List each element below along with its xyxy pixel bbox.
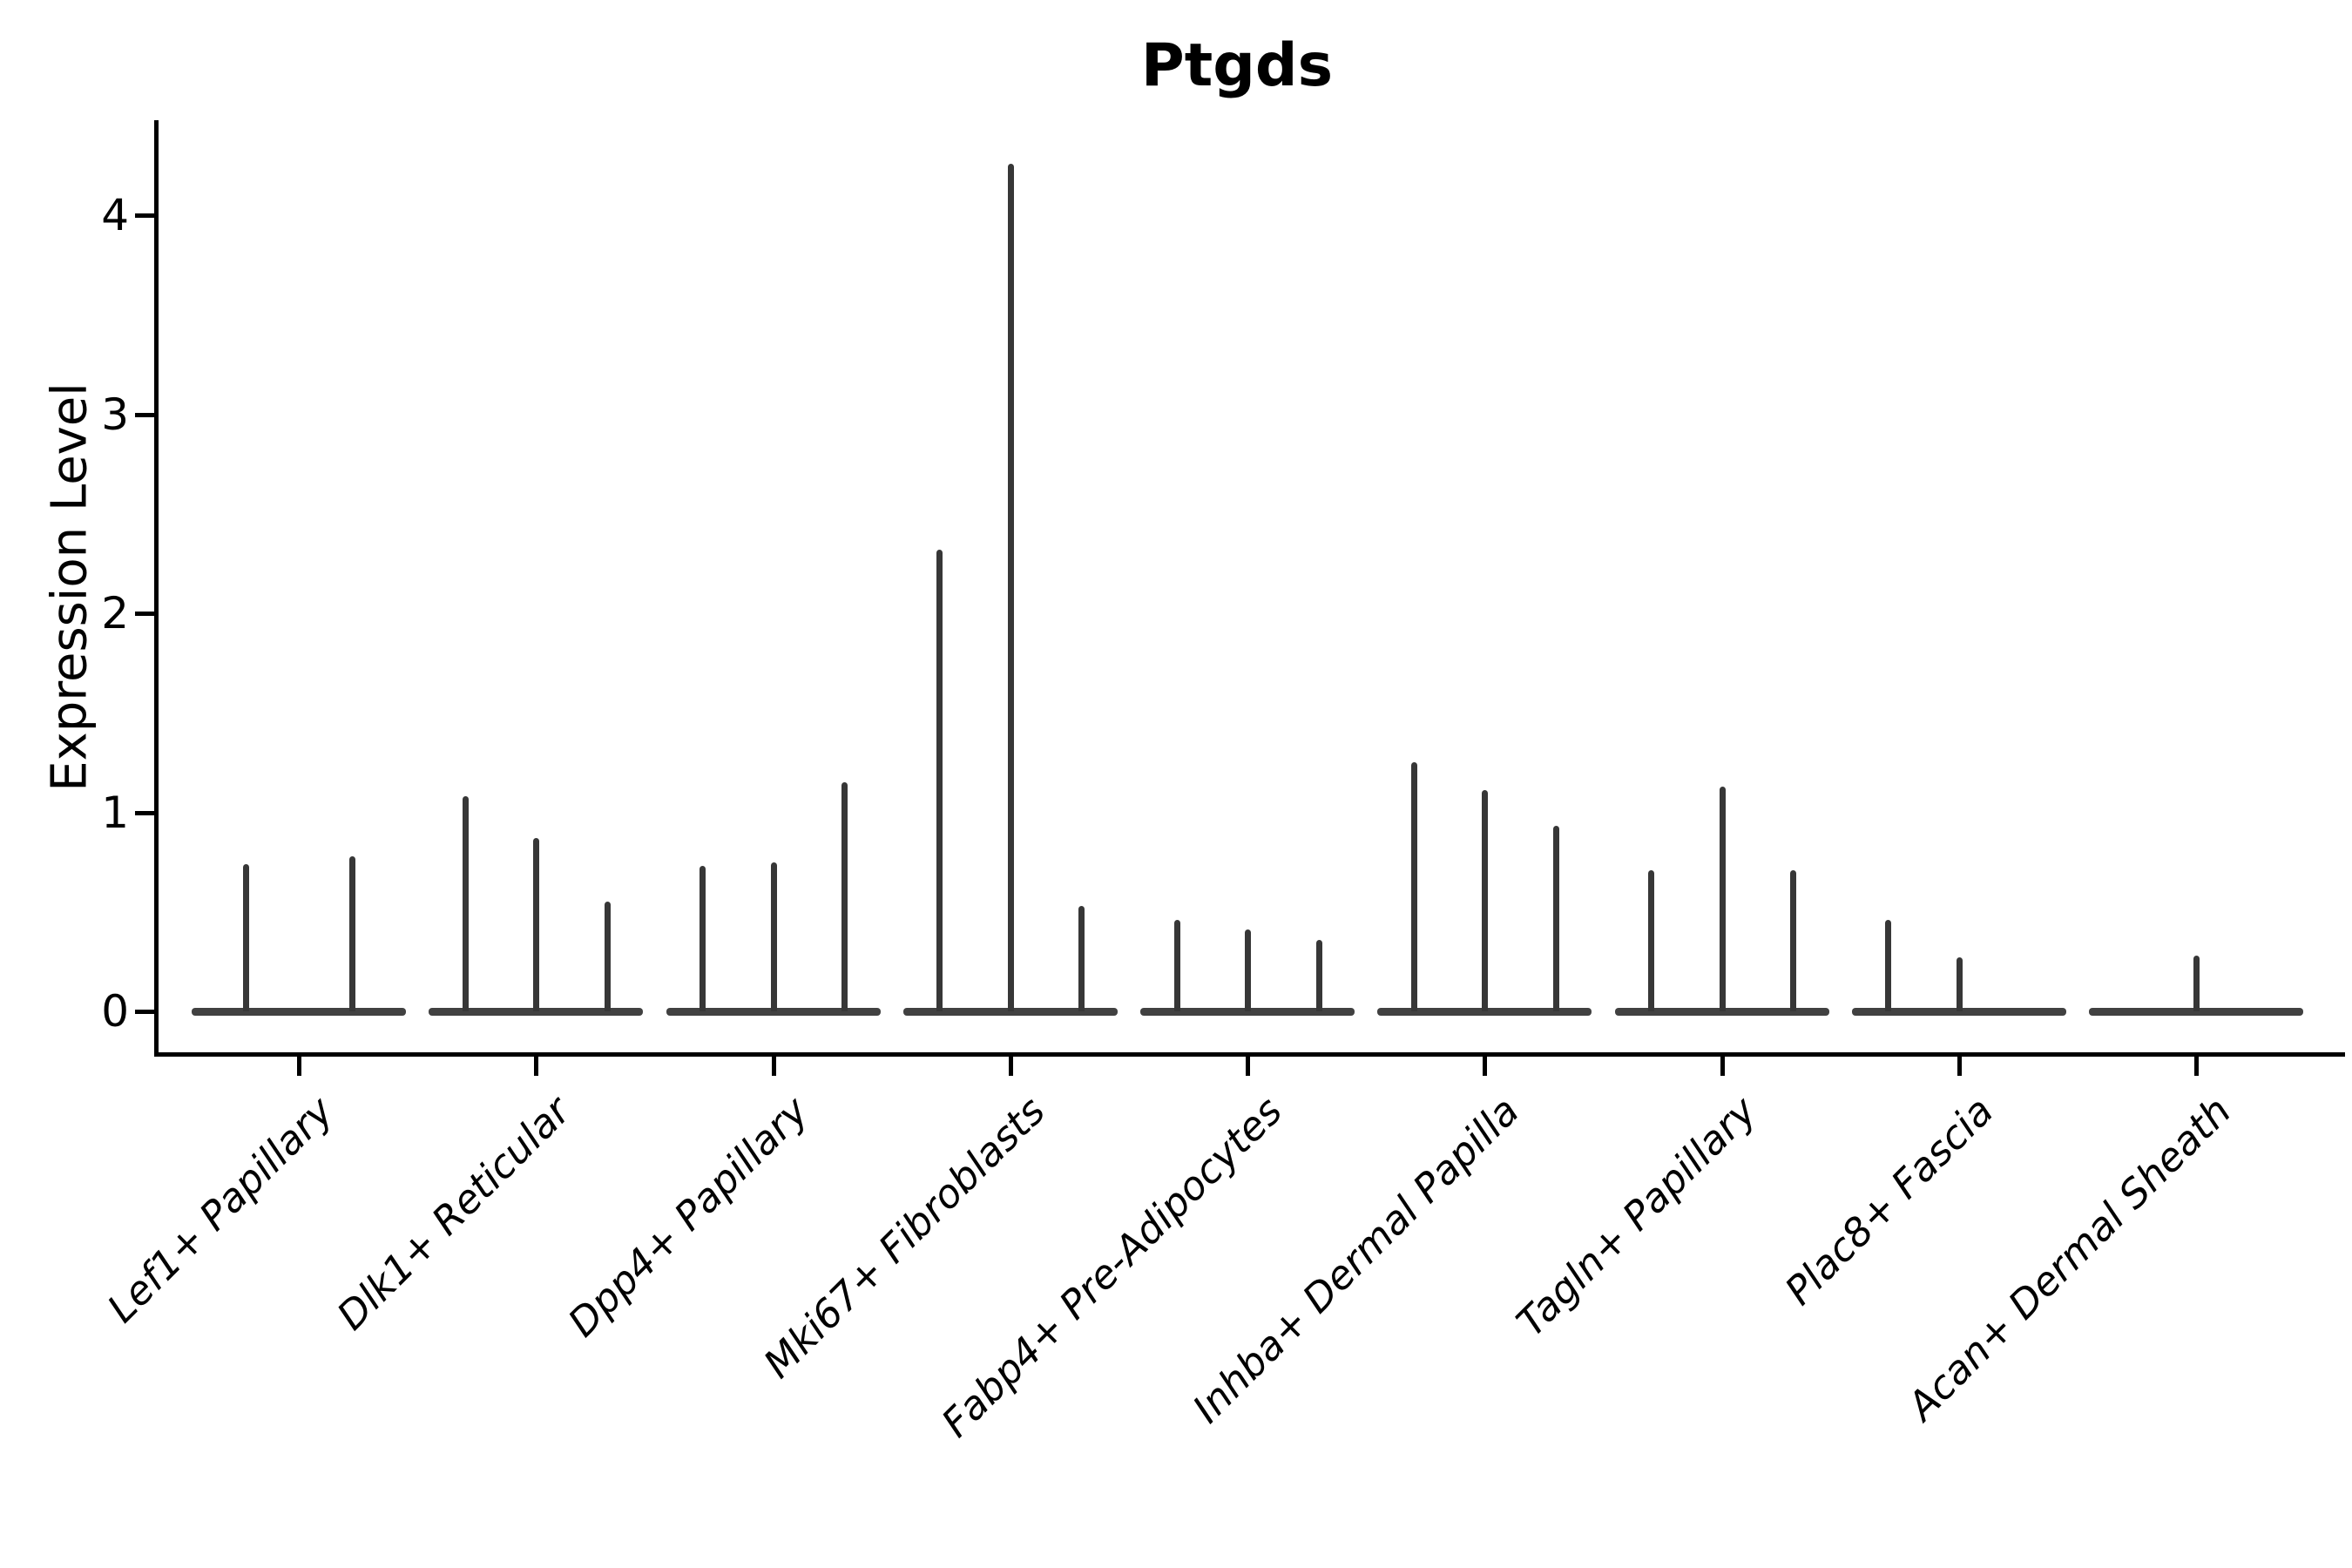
y-axis-spine — [154, 120, 159, 1054]
violin-spike — [1173, 919, 1180, 1011]
x-tick — [297, 1057, 301, 1076]
violin-spike — [700, 866, 706, 1011]
y-tick — [135, 412, 154, 417]
y-tick-label: 0 — [101, 986, 129, 1037]
violin-spike — [1790, 869, 1796, 1011]
x-tick-label: Dlk1+ Reticular — [328, 1087, 580, 1339]
violin-spike — [1245, 929, 1251, 1011]
violin-baseline — [1614, 1008, 1829, 1016]
x-tick — [1720, 1057, 1725, 1076]
chart-title: Ptgds — [1140, 31, 1334, 100]
violin-spike — [1410, 762, 1417, 1011]
violin-spike — [1007, 163, 1014, 1011]
y-axis-label: Expression Level — [41, 382, 98, 792]
y-tick-label: 2 — [101, 588, 129, 639]
y-tick-label: 4 — [101, 190, 129, 240]
violin-baseline — [902, 1008, 1118, 1016]
x-axis-spine — [154, 1052, 2345, 1057]
y-tick-label: 1 — [101, 787, 129, 838]
violin-spike — [2193, 956, 2200, 1011]
violin-baseline — [1851, 1008, 2066, 1016]
x-tick-label: Tagln+ Papillary — [1507, 1087, 1766, 1346]
violin-spike — [1885, 919, 1892, 1011]
y-tick — [135, 1010, 154, 1014]
violin-baseline — [1377, 1008, 1592, 1016]
violin-spike — [462, 796, 469, 1011]
x-tick — [1957, 1057, 1962, 1076]
violin-spike — [1482, 790, 1489, 1011]
violin-spike — [1956, 957, 1963, 1011]
violin-baseline — [666, 1008, 881, 1016]
violin-spike — [604, 902, 611, 1011]
y-tick — [135, 213, 154, 218]
x-tick — [771, 1057, 776, 1076]
violin-baseline — [1140, 1008, 1355, 1016]
x-tick — [534, 1057, 539, 1076]
y-tick — [135, 810, 154, 815]
violin-spike — [841, 782, 848, 1011]
violin-baseline — [2089, 1008, 2303, 1016]
x-tick-label: Plac8+ Fascia — [1776, 1087, 2003, 1315]
violin-spike — [1648, 869, 1654, 1011]
y-tick — [135, 612, 154, 616]
x-tick — [1008, 1057, 1013, 1076]
x-tick-label: Lef1+ Papillary — [98, 1087, 343, 1332]
violin-spike — [1552, 826, 1559, 1011]
violin-spike — [770, 862, 777, 1011]
violin-spike — [936, 549, 943, 1011]
y-tick-label: 3 — [101, 389, 129, 440]
violin-spike — [243, 863, 249, 1011]
violin-spike — [533, 838, 540, 1011]
violin-spike — [1315, 939, 1322, 1011]
violin-spike — [1078, 905, 1085, 1011]
violin-baseline — [192, 1008, 406, 1016]
x-tick — [2194, 1057, 2199, 1076]
x-tick — [1483, 1057, 1488, 1076]
violin-baseline — [429, 1008, 644, 1016]
x-tick — [1246, 1057, 1250, 1076]
x-tick-label: Dpp4+ Papillary — [558, 1087, 817, 1346]
violin-spike — [1719, 786, 1726, 1011]
violin-spike — [349, 855, 355, 1011]
